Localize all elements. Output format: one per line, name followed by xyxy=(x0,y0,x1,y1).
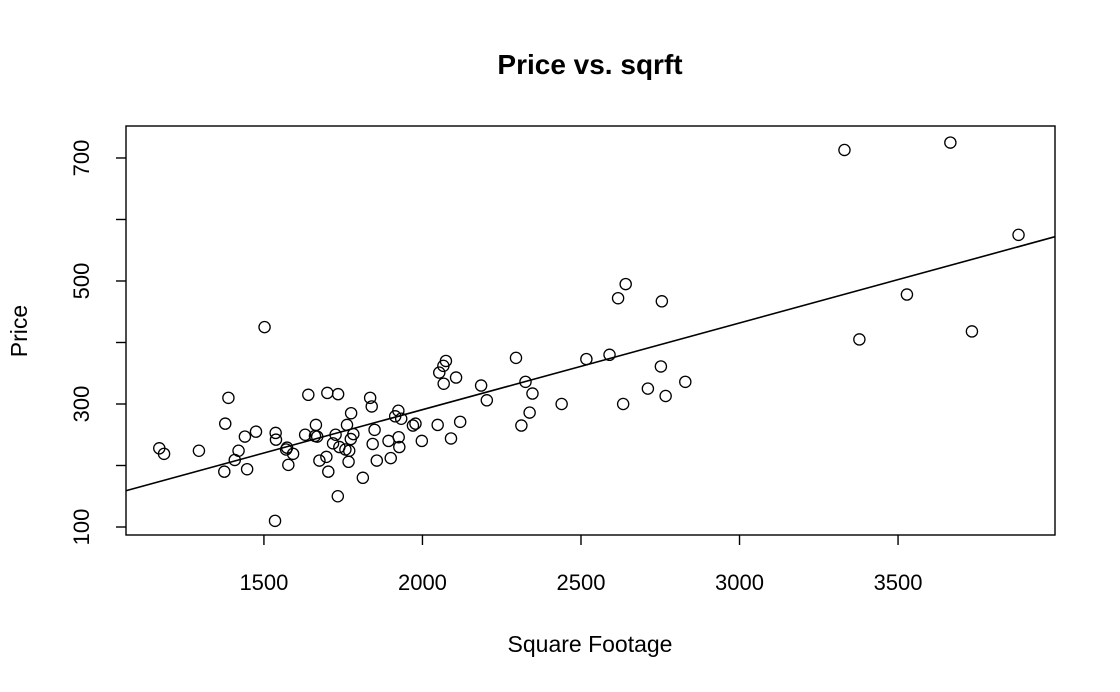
data-point xyxy=(474,379,488,392)
y-tick-label: 700 xyxy=(69,140,94,177)
data-point xyxy=(439,354,453,368)
data-point xyxy=(286,447,300,461)
x-tick-label: 3500 xyxy=(874,570,923,595)
data-point xyxy=(218,465,231,478)
data-point xyxy=(659,389,672,403)
data-point xyxy=(331,490,345,503)
data-point xyxy=(393,440,406,454)
data-point xyxy=(603,348,616,362)
data-point xyxy=(384,451,397,465)
data-point xyxy=(523,406,536,419)
data-point xyxy=(366,437,379,451)
data-point xyxy=(302,388,315,402)
data-point xyxy=(555,397,568,411)
data-point xyxy=(322,465,335,478)
x-axis-label: Square Footage xyxy=(508,631,673,657)
data-point xyxy=(331,387,345,401)
data-point xyxy=(340,418,354,432)
data-point xyxy=(368,423,381,437)
y-axis-label: Price xyxy=(6,305,32,357)
x-tick-label: 2000 xyxy=(398,570,447,595)
data-point xyxy=(679,375,692,389)
data-point xyxy=(437,377,450,390)
data-point xyxy=(310,430,324,443)
data-point xyxy=(611,291,625,305)
y-axis: 100 300 500 700 xyxy=(69,140,126,546)
data-point xyxy=(392,430,405,444)
data-point xyxy=(356,471,370,485)
data-point xyxy=(509,351,523,365)
data-point xyxy=(444,432,458,445)
data-point xyxy=(344,406,358,420)
x-tick-label: 2500 xyxy=(557,570,606,595)
chart-title: Price vs. sqrft xyxy=(497,49,682,80)
data-point xyxy=(321,386,334,400)
data-point xyxy=(453,415,467,429)
x-axis: 1500 2000 2500 3000 3500 xyxy=(239,535,923,595)
x-tick-label: 1500 xyxy=(239,570,288,595)
data-point xyxy=(320,450,333,464)
data-point xyxy=(238,430,252,443)
y-tick-label: 300 xyxy=(69,386,94,423)
data-point xyxy=(269,433,283,446)
data-point xyxy=(157,447,171,461)
data-point xyxy=(944,136,957,149)
data-point xyxy=(431,418,444,432)
data-point xyxy=(433,366,446,379)
data-point xyxy=(415,434,429,448)
data-point xyxy=(365,400,378,413)
data-points xyxy=(153,136,1025,528)
data-point xyxy=(480,394,494,407)
data-point xyxy=(1012,228,1025,242)
data-point xyxy=(298,428,312,441)
data-point xyxy=(853,333,866,346)
data-point xyxy=(282,458,295,472)
data-point xyxy=(392,404,405,418)
data-point xyxy=(363,391,377,405)
y-tick-label: 100 xyxy=(69,509,94,546)
data-point xyxy=(526,387,539,400)
data-point xyxy=(240,462,254,476)
data-point xyxy=(222,391,235,405)
data-point xyxy=(515,419,528,432)
data-point xyxy=(268,514,282,528)
data-point xyxy=(326,437,340,450)
data-point xyxy=(269,426,282,440)
data-point xyxy=(342,444,356,457)
data-point xyxy=(655,295,669,308)
y-tick-label: 500 xyxy=(69,263,94,300)
data-point xyxy=(616,397,630,411)
data-point xyxy=(838,143,851,157)
data-point xyxy=(619,277,632,291)
data-point xyxy=(342,455,355,469)
data-point xyxy=(218,417,232,430)
data-point xyxy=(654,360,668,373)
data-point xyxy=(965,325,979,338)
data-point xyxy=(232,444,245,457)
data-point xyxy=(309,418,323,432)
x-tick-label: 3000 xyxy=(715,570,764,595)
data-point xyxy=(329,428,342,441)
data-point xyxy=(409,417,422,430)
data-point xyxy=(313,454,326,467)
data-point xyxy=(394,412,408,426)
data-point xyxy=(347,427,360,441)
data-point xyxy=(192,444,206,457)
data-point xyxy=(258,320,271,334)
data-point xyxy=(449,371,463,384)
data-point xyxy=(249,425,263,438)
data-point xyxy=(519,375,532,389)
data-point xyxy=(900,288,914,301)
data-point xyxy=(580,352,593,366)
plot-frame xyxy=(125,125,1056,536)
data-point xyxy=(641,382,655,395)
data-point xyxy=(406,419,420,432)
data-point xyxy=(370,454,384,467)
